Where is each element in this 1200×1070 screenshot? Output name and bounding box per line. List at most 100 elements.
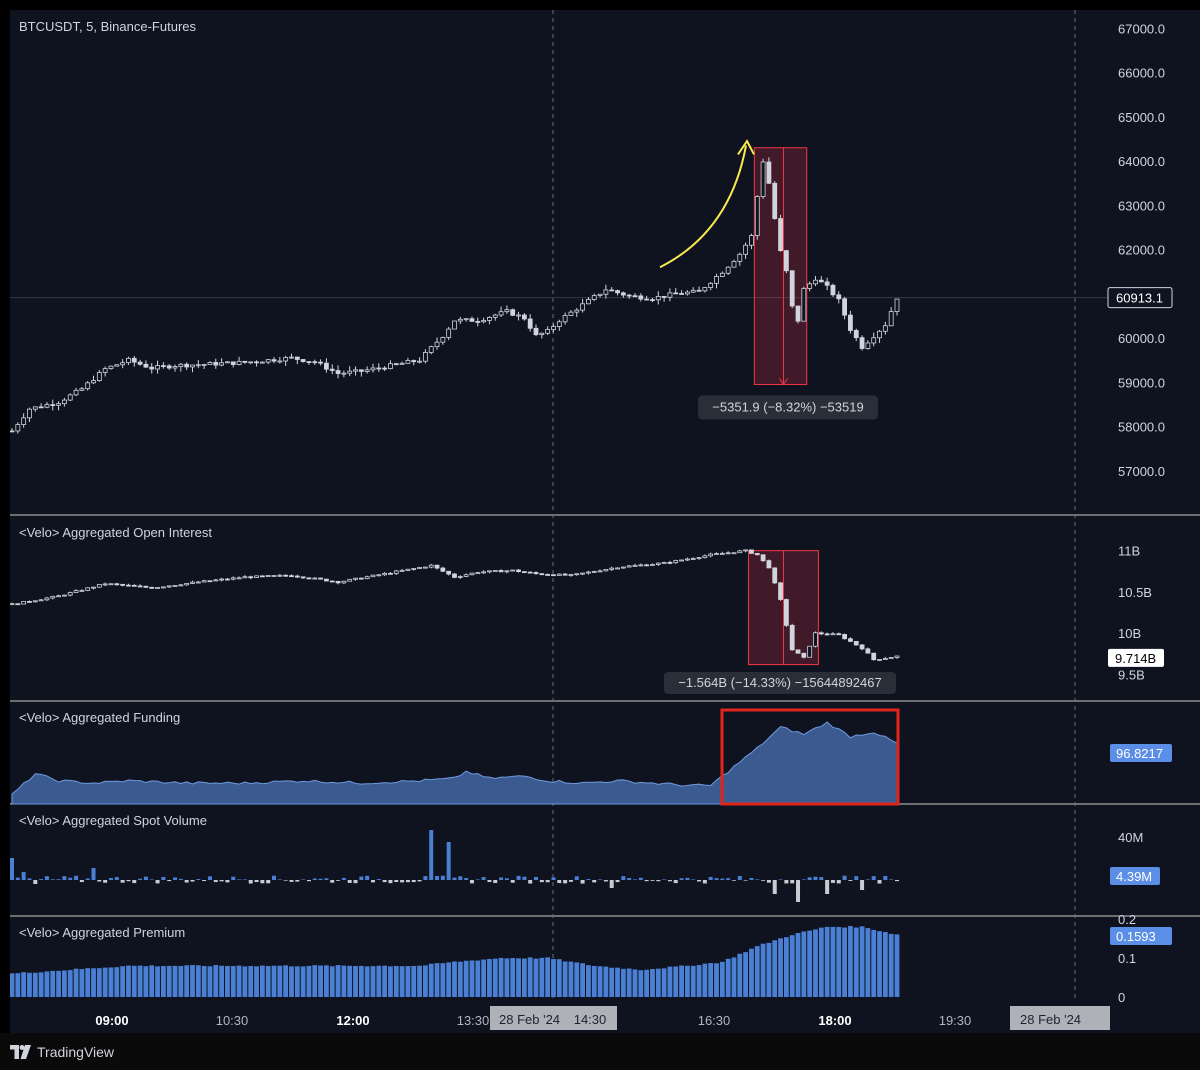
premium-bar[interactable] xyxy=(126,965,131,997)
price-candle[interactable] xyxy=(684,291,690,295)
price-candle[interactable] xyxy=(615,290,620,294)
volume-bar[interactable] xyxy=(277,879,282,880)
oi-candle[interactable] xyxy=(603,569,609,572)
oi-candle[interactable] xyxy=(446,570,452,575)
oi-candle[interactable] xyxy=(830,633,836,636)
volume-bar[interactable] xyxy=(56,879,61,880)
price-candle[interactable] xyxy=(620,292,626,296)
volume-bar[interactable] xyxy=(231,876,236,880)
volume-bar[interactable] xyxy=(341,877,346,880)
premium-bar[interactable] xyxy=(370,966,376,997)
premium-bar[interactable] xyxy=(277,965,283,997)
premium-bar[interactable] xyxy=(294,966,300,997)
premium-bar[interactable] xyxy=(836,926,842,997)
price-candle[interactable] xyxy=(801,288,807,322)
price-candle[interactable] xyxy=(50,404,56,406)
premium-bar[interactable] xyxy=(719,961,725,997)
premium-bar[interactable] xyxy=(166,965,172,997)
price-candle[interactable] xyxy=(108,365,114,369)
premium-bar[interactable] xyxy=(10,973,15,997)
oi-candle[interactable] xyxy=(632,564,638,567)
oi-candle[interactable] xyxy=(568,574,574,577)
oi-candle[interactable] xyxy=(807,645,813,658)
price-candle[interactable] xyxy=(586,299,591,305)
volume-bar[interactable] xyxy=(336,880,341,881)
oi-candle[interactable] xyxy=(463,574,469,577)
premium-bar[interactable] xyxy=(289,966,294,997)
price-candle[interactable] xyxy=(556,321,562,327)
price-candle[interactable] xyxy=(463,318,469,321)
oi-candle[interactable] xyxy=(56,595,61,598)
premium-bar[interactable] xyxy=(574,962,580,997)
volume-bar[interactable] xyxy=(138,878,143,880)
volume-bar[interactable] xyxy=(615,880,620,883)
premium-bar[interactable] xyxy=(149,965,155,997)
premium-bar[interactable] xyxy=(650,968,655,997)
premium-bar[interactable] xyxy=(306,965,312,997)
volume-bar[interactable] xyxy=(405,880,410,883)
premium-bar[interactable] xyxy=(813,929,818,997)
price-candle[interactable] xyxy=(102,368,108,373)
premium-bar[interactable] xyxy=(807,930,813,997)
oi-candle[interactable] xyxy=(265,575,271,577)
volume-bar[interactable] xyxy=(376,879,381,880)
price-candle[interactable] xyxy=(789,270,795,307)
volume-bar[interactable] xyxy=(528,880,533,884)
volume-bar[interactable] xyxy=(103,880,108,883)
volume-bar[interactable] xyxy=(248,880,253,884)
premium-bar[interactable] xyxy=(801,931,807,997)
price-candle[interactable] xyxy=(411,360,417,363)
price-candle[interactable] xyxy=(190,364,195,368)
funding-pane[interactable]: 96.8217 xyxy=(11,708,1172,806)
oi-candle[interactable] xyxy=(300,576,306,579)
premium-bar[interactable] xyxy=(871,929,877,997)
oi-candle[interactable] xyxy=(626,565,632,568)
oi-candle[interactable] xyxy=(673,560,679,564)
oi-candle[interactable] xyxy=(376,574,382,577)
price-candle[interactable] xyxy=(388,363,393,369)
premium-bar[interactable] xyxy=(638,970,644,997)
price-candle[interactable] xyxy=(428,346,434,353)
oi-candle[interactable] xyxy=(324,578,329,582)
price-candle[interactable] xyxy=(248,361,254,364)
price-candle[interactable] xyxy=(370,367,376,371)
premium-bar[interactable] xyxy=(230,966,236,997)
premium-bar[interactable] xyxy=(620,968,626,997)
premium-bar[interactable] xyxy=(848,926,853,997)
premium-bar[interactable] xyxy=(749,948,754,997)
volume-bar[interactable] xyxy=(190,880,195,882)
premium-bar[interactable] xyxy=(684,965,690,997)
oi-candle[interactable] xyxy=(283,574,289,577)
premium-bar[interactable] xyxy=(457,961,463,997)
premium-bar[interactable] xyxy=(877,931,882,997)
volume-bar[interactable] xyxy=(382,880,387,883)
oi-candle[interactable] xyxy=(353,577,358,580)
premium-bar[interactable] xyxy=(632,969,638,997)
oi-candle[interactable] xyxy=(149,586,155,589)
oi-candle[interactable] xyxy=(254,575,259,578)
price-candle[interactable] xyxy=(324,362,329,370)
volume-bar[interactable] xyxy=(359,876,364,880)
price-candle[interactable] xyxy=(306,361,312,363)
price-candle[interactable] xyxy=(475,321,481,323)
volume-bar[interactable] xyxy=(638,877,643,880)
oi-candle[interactable] xyxy=(743,549,749,552)
price-candle[interactable] xyxy=(364,369,370,372)
volume-bar[interactable] xyxy=(283,880,288,881)
oi-candle[interactable] xyxy=(335,580,341,584)
price-candle[interactable] xyxy=(580,303,585,311)
volume-bar[interactable] xyxy=(691,879,696,880)
oi-candle[interactable] xyxy=(289,575,294,578)
volume-bar[interactable] xyxy=(353,880,358,884)
trend-arrow[interactable] xyxy=(659,145,747,269)
premium-bar[interactable] xyxy=(79,969,85,997)
premium-bar[interactable] xyxy=(85,968,91,997)
premium-bar[interactable] xyxy=(492,958,498,997)
oi-candle[interactable] xyxy=(801,652,807,658)
premium-bar[interactable] xyxy=(615,967,620,997)
volume-bar[interactable] xyxy=(289,880,294,882)
premium-bar[interactable] xyxy=(737,953,743,997)
premium-bar[interactable] xyxy=(824,926,830,997)
oi-candle[interactable] xyxy=(580,572,585,575)
premium-bar[interactable] xyxy=(213,965,219,997)
